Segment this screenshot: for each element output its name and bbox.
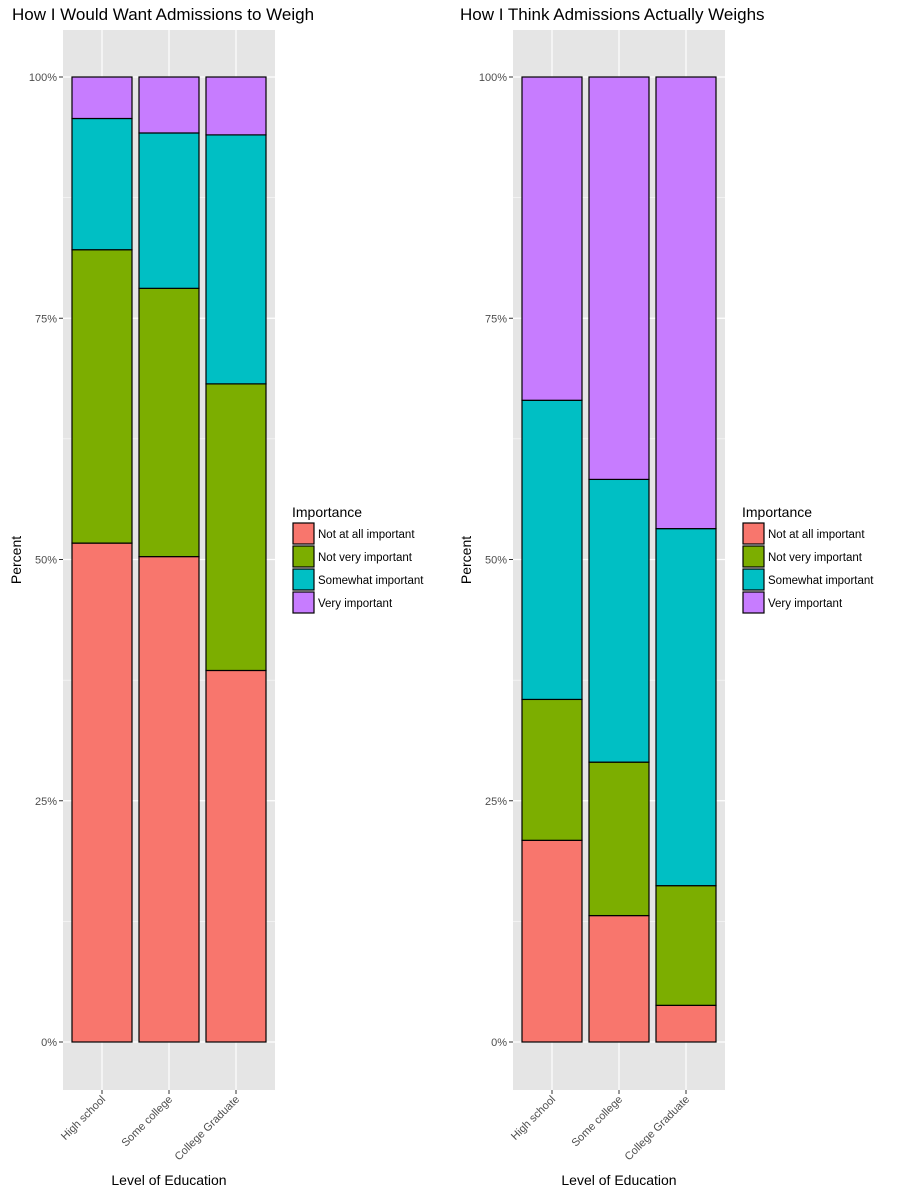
bar-high-school-not-very-important	[71, 249, 133, 544]
x-axis-title: Level of Education	[561, 1172, 676, 1188]
legend-key-not-at-all-important	[742, 522, 765, 545]
bar-college-graduate-not-at-all-important	[205, 669, 267, 1043]
y-axis-ticks: 0% 25% 50% 75% 100%	[479, 72, 513, 1049]
bar-college-graduate-not-very-important	[205, 383, 267, 672]
y-axis-title: Percent	[8, 536, 24, 584]
bar-some-college-not-very-important	[588, 761, 650, 917]
x-tick-label-high-school: High school	[59, 1094, 108, 1143]
x-axis-title: Level of Education	[111, 1172, 226, 1188]
legend: Importance Not at all important Not very …	[292, 504, 424, 614]
bar-high-school-not-very-important	[521, 698, 583, 841]
bar-some-college-not-at-all-important	[588, 914, 650, 1043]
chart-title: How I Think Admissions Actually Weighs	[460, 5, 765, 24]
x-tick-label-some-college: Some college	[570, 1094, 626, 1150]
bar-some-college-very-important	[588, 76, 650, 481]
bar-college-graduate-very-important	[655, 76, 717, 530]
bar-some-college-somewhat-important	[588, 478, 650, 763]
legend-key-very-important	[742, 591, 765, 614]
legend-key-somewhat-important	[292, 568, 315, 591]
legend-label-not-at-all-important: Not at all important	[768, 529, 865, 541]
y-tick-label: 75%	[35, 313, 57, 325]
bar-high-school-very-important	[71, 76, 133, 120]
legend-label-not-at-all-important: Not at all important	[318, 529, 415, 541]
legend-label-somewhat-important: Somewhat important	[768, 575, 874, 587]
legend-label-not-very-important: Not very important	[318, 552, 413, 564]
bar-high-school-not-at-all-important	[521, 839, 583, 1043]
legend-title: Importance	[292, 504, 362, 520]
bar-high-school-not-at-all-important	[71, 542, 133, 1043]
bar-high-school-somewhat-important	[71, 117, 133, 251]
bars	[521, 76, 717, 1043]
bar-college-graduate-not-very-important	[655, 885, 717, 1006]
bar-college-graduate-somewhat-important	[655, 528, 717, 887]
legend: Importance Not at all important Not very …	[742, 504, 874, 614]
y-tick-label: 75%	[485, 313, 507, 325]
bar-some-college-somewhat-important	[138, 132, 200, 289]
x-tick-label-college-graduate: College Graduate	[623, 1094, 692, 1163]
x-tick-label-some-college: Some college	[120, 1094, 176, 1150]
legend-label-very-important: Very important	[768, 598, 843, 610]
y-tick-label: 100%	[479, 72, 507, 84]
legend-key-not-very-important	[292, 545, 315, 568]
legend-label-somewhat-important: Somewhat important	[318, 575, 424, 587]
legend-key-not-at-all-important	[292, 522, 315, 545]
legend-key-somewhat-important	[742, 568, 765, 591]
y-tick-label: 50%	[485, 555, 507, 567]
legend-key-not-very-important	[742, 545, 765, 568]
chart-actual-admissions: How I Think Admissions Actually Weighs 0…	[458, 5, 874, 1188]
y-tick-label: 0%	[41, 1037, 57, 1049]
legend-key-very-important	[292, 591, 315, 614]
y-tick-label: 25%	[485, 796, 507, 808]
bar-college-graduate-very-important	[205, 76, 267, 136]
bars	[71, 76, 267, 1043]
bar-some-college-not-at-all-important	[138, 556, 200, 1043]
y-axis-title: Percent	[458, 536, 474, 584]
x-tick-label-high-school: High school	[509, 1094, 558, 1143]
bar-college-graduate-somewhat-important	[205, 134, 267, 385]
x-tick-label-college-graduate: College Graduate	[173, 1094, 242, 1163]
bar-some-college-not-very-important	[138, 287, 200, 558]
y-axis-ticks: 0% 25% 50% 75% 100%	[29, 72, 63, 1049]
bar-high-school-somewhat-important	[521, 399, 583, 701]
bar-some-college-very-important	[138, 76, 200, 134]
legend-label-very-important: Very important	[318, 598, 393, 610]
legend-label-not-very-important: Not very important	[768, 552, 863, 564]
y-tick-label: 50%	[35, 555, 57, 567]
y-tick-label: 0%	[491, 1037, 507, 1049]
chart-title: How I Would Want Admissions to Weigh	[12, 5, 314, 24]
chart-want-admissions: How I Would Want Admissions to Weigh 0% 2…	[8, 5, 424, 1188]
bar-college-graduate-not-at-all-important	[655, 1004, 717, 1043]
bar-high-school-very-important	[521, 76, 583, 401]
legend-title: Importance	[742, 504, 812, 520]
y-tick-label: 100%	[29, 72, 57, 84]
y-tick-label: 25%	[35, 796, 57, 808]
